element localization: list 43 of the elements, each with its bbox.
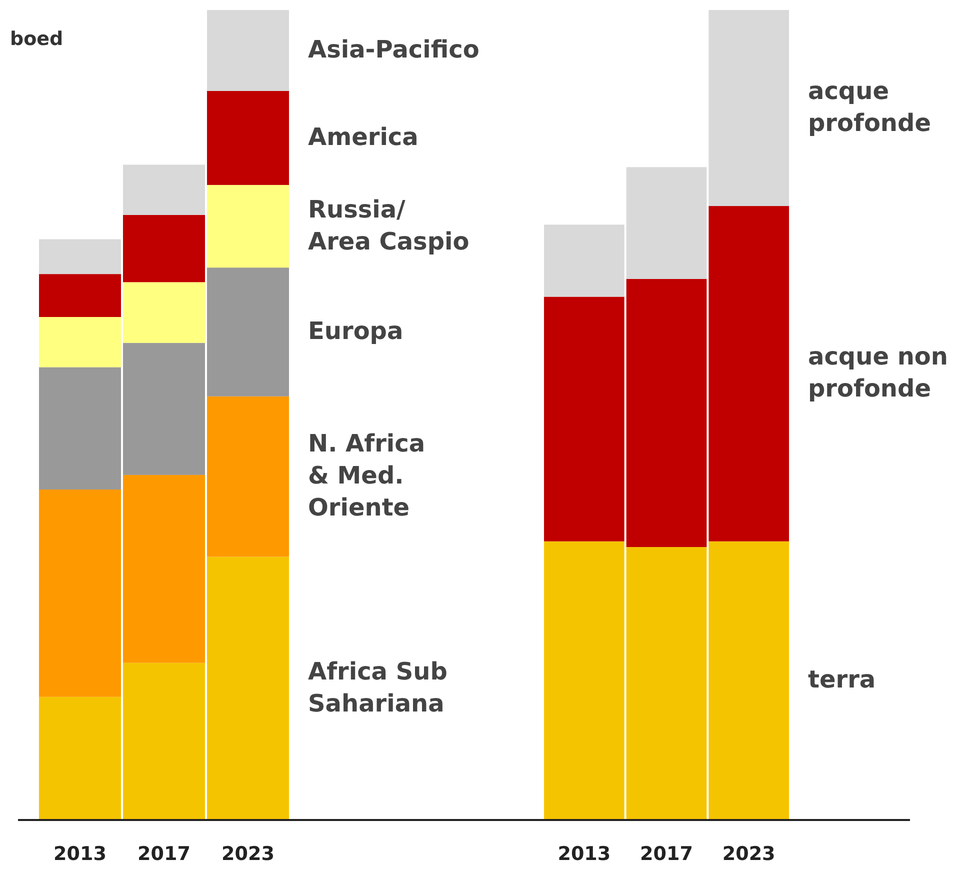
series-label: acque non profonde xyxy=(808,342,948,402)
bar xyxy=(123,662,205,820)
bar xyxy=(39,490,121,697)
bar xyxy=(708,206,789,542)
x-tick-label: 2017 xyxy=(138,843,190,865)
bar xyxy=(39,696,121,820)
x-tick-label: 2023 xyxy=(722,843,776,865)
bar xyxy=(708,10,789,206)
bar xyxy=(544,296,624,542)
bar xyxy=(207,91,289,185)
series-label: Russia/ Area Caspio xyxy=(308,194,470,255)
bar xyxy=(626,547,707,820)
series-label: Asia-Pacifico xyxy=(308,35,480,64)
bar xyxy=(708,541,789,820)
bar xyxy=(207,184,289,268)
bar xyxy=(626,278,707,548)
x-tick-label: 2017 xyxy=(640,843,693,865)
series-label: N. Africa & Med. Oriente xyxy=(308,429,426,522)
bar xyxy=(123,214,205,282)
bar xyxy=(207,268,289,396)
bar xyxy=(123,342,205,475)
x-tick-label: 2013 xyxy=(558,843,611,865)
series-label: Europa xyxy=(308,316,404,345)
bar xyxy=(39,367,121,490)
bar xyxy=(207,10,289,91)
series-label: America xyxy=(308,122,418,151)
series-label: Africa Sub Sahariana xyxy=(308,656,448,717)
bar xyxy=(39,239,121,274)
bar xyxy=(544,541,624,820)
series-label: acque profonde xyxy=(808,76,931,137)
bar xyxy=(207,556,289,820)
bar xyxy=(207,396,289,557)
x-tick-label: 2013 xyxy=(54,843,106,865)
bar xyxy=(544,224,624,297)
bar xyxy=(123,282,205,343)
x-tick-label: 2023 xyxy=(222,843,274,865)
bar xyxy=(123,474,205,663)
y-axis-title: boed xyxy=(10,28,64,50)
bar xyxy=(123,164,205,215)
bar xyxy=(39,316,121,368)
bar xyxy=(626,167,707,279)
series-label: terra xyxy=(808,665,876,694)
bar xyxy=(39,274,121,317)
